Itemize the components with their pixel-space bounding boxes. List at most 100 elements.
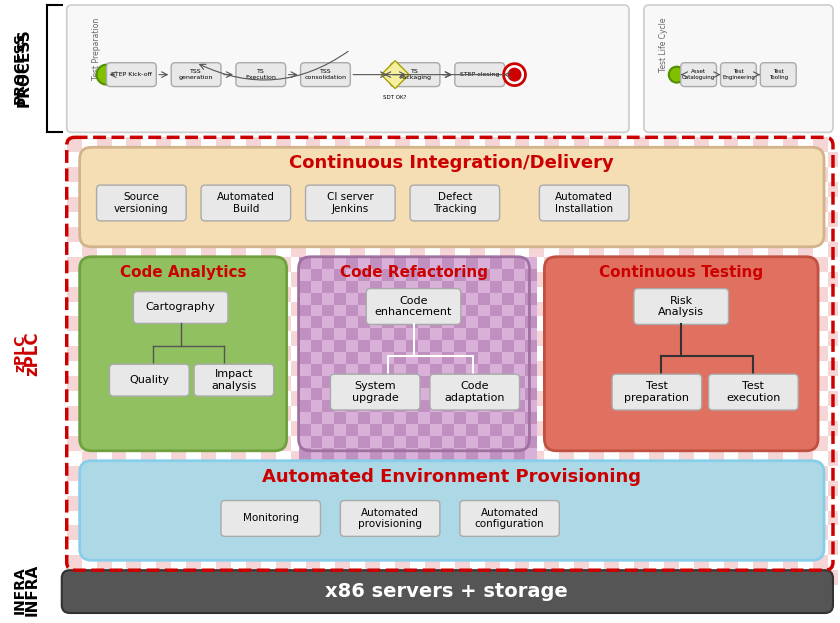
Bar (604, 346, 619, 361)
Bar (156, 510, 171, 525)
Bar (478, 316, 490, 328)
Bar (694, 137, 709, 152)
Bar (406, 340, 418, 352)
Bar (783, 525, 798, 540)
Bar (440, 197, 454, 212)
Bar (813, 152, 828, 167)
Bar (335, 406, 350, 421)
Bar (306, 525, 321, 540)
Bar (619, 316, 634, 331)
FancyBboxPatch shape (454, 63, 505, 87)
Bar (664, 421, 679, 436)
Bar (291, 391, 306, 406)
Text: Quality: Quality (129, 375, 170, 385)
Bar (440, 525, 454, 540)
Bar (500, 451, 515, 466)
Bar (381, 376, 395, 391)
Bar (306, 555, 321, 570)
Bar (738, 197, 753, 212)
Bar (753, 272, 769, 287)
Bar (171, 510, 186, 525)
Bar (186, 510, 201, 525)
Bar (425, 376, 440, 391)
Bar (350, 436, 365, 451)
Bar (664, 495, 679, 510)
Bar (346, 376, 359, 388)
Bar (442, 448, 454, 460)
Bar (291, 272, 306, 287)
Bar (216, 242, 231, 257)
Bar (470, 570, 485, 585)
Bar (381, 167, 395, 182)
Bar (306, 287, 321, 302)
Bar (723, 376, 738, 391)
Bar (619, 287, 634, 302)
Bar (589, 212, 604, 227)
Bar (575, 421, 589, 436)
Bar (306, 152, 321, 167)
Bar (559, 421, 575, 436)
Bar (246, 481, 260, 495)
Bar (81, 331, 97, 346)
Bar (769, 257, 783, 272)
Bar (276, 466, 291, 481)
Bar (500, 346, 515, 361)
Bar (246, 331, 260, 346)
Bar (454, 152, 470, 167)
Bar (127, 257, 141, 272)
Bar (381, 137, 395, 152)
Bar (753, 197, 769, 212)
Bar (201, 302, 216, 316)
Bar (500, 242, 515, 257)
Bar (141, 421, 156, 436)
Bar (485, 257, 500, 272)
Bar (559, 525, 575, 540)
Bar (156, 302, 171, 316)
Bar (306, 182, 321, 197)
Bar (648, 421, 664, 436)
Bar (798, 316, 813, 331)
Bar (216, 346, 231, 361)
Bar (544, 331, 559, 346)
Bar (526, 400, 538, 412)
Bar (783, 272, 798, 287)
Bar (515, 197, 529, 212)
Bar (442, 305, 454, 316)
Bar (395, 376, 410, 391)
Bar (648, 406, 664, 421)
Bar (425, 257, 440, 272)
Bar (260, 316, 276, 331)
Bar (395, 302, 410, 316)
Bar (321, 510, 335, 525)
Bar (156, 316, 171, 331)
Bar (544, 316, 559, 331)
Bar (648, 346, 664, 361)
Bar (440, 451, 454, 466)
Bar (171, 242, 186, 257)
Bar (365, 421, 381, 436)
Bar (335, 376, 350, 391)
Bar (306, 495, 321, 510)
FancyBboxPatch shape (66, 5, 629, 132)
Bar (112, 316, 127, 331)
Bar (370, 340, 382, 352)
Bar (798, 227, 813, 242)
Bar (500, 287, 515, 302)
Bar (370, 376, 382, 388)
Bar (306, 212, 321, 227)
Bar (291, 481, 306, 495)
Bar (141, 376, 156, 391)
Bar (112, 167, 127, 182)
Bar (276, 316, 291, 331)
Bar (335, 495, 350, 510)
Bar (81, 391, 97, 406)
Bar (485, 510, 500, 525)
Bar (430, 305, 442, 316)
Bar (216, 257, 231, 272)
Bar (526, 436, 538, 448)
Bar (66, 451, 81, 466)
Bar (589, 510, 604, 525)
Bar (440, 316, 454, 331)
Bar (634, 510, 648, 525)
Bar (769, 152, 783, 167)
